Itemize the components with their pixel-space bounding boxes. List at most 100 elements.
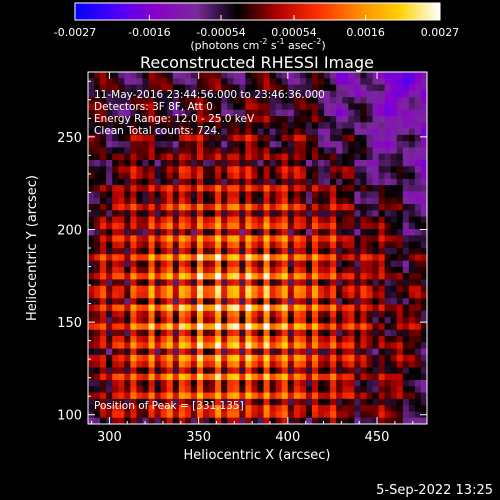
heatmap-cell (94, 292, 101, 299)
heatmap-cell (257, 204, 265, 211)
heatmap-cell (190, 298, 198, 306)
heatmap-cell (311, 292, 319, 299)
heatmap-cell (299, 109, 307, 117)
heatmap-cell (287, 185, 295, 192)
heatmap-cell (293, 97, 301, 104)
heatmap-cell (88, 254, 95, 262)
heatmap-cell (118, 229, 125, 236)
heatmap-cell (402, 197, 410, 205)
heatmap-cell (384, 310, 392, 318)
heatmap-cell (215, 116, 222, 123)
heatmap-cell (88, 210, 95, 218)
heatmap-cell (88, 292, 95, 299)
heatmap-cell (239, 178, 246, 186)
heatmap-cell (330, 191, 337, 199)
heatmap-cell (166, 141, 174, 148)
heatmap-cell (390, 279, 398, 287)
heatmap-cell (215, 128, 222, 136)
heatmap-cell (420, 109, 427, 117)
heatmap-cell (136, 417, 143, 424)
heatmap-cell (94, 342, 101, 350)
heatmap-cell (324, 241, 331, 249)
heatmap-cell (203, 304, 210, 312)
heatmap-cell (209, 134, 216, 142)
heatmap-cell (299, 84, 307, 92)
heatmap-cell (366, 398, 374, 406)
heatmap-cell (390, 109, 398, 117)
heatmap-cell (221, 241, 228, 249)
heatmap-cell (366, 361, 374, 368)
heatmap-cell (318, 260, 325, 268)
heatmap-cell (196, 172, 204, 180)
heatmap-cell (118, 354, 125, 362)
heatmap-cell (94, 373, 101, 381)
heatmap-cell (342, 273, 349, 280)
heatmap-cell (414, 153, 422, 161)
heatmap-cell (257, 266, 265, 274)
heatmap-cell (215, 417, 222, 424)
heatmap-cell (348, 222, 355, 230)
heatmap-cell (281, 292, 289, 299)
heatmap-cell (124, 78, 131, 86)
heatmap-cell (360, 298, 367, 306)
heatmap-cell (100, 342, 107, 350)
heatmap-cell (311, 354, 319, 362)
heatmap-cell (342, 373, 349, 381)
heatmap-cell (366, 298, 374, 306)
heatmap-cell (378, 160, 386, 167)
heatmap-cell (196, 235, 204, 243)
heatmap-cell (239, 197, 246, 205)
heatmap-cell (136, 411, 143, 419)
heatmap-cell (130, 392, 137, 400)
heatmap-cell (227, 116, 234, 123)
heatmap-cell (408, 317, 416, 324)
heatmap-cell (130, 216, 137, 224)
heatmap-cell (184, 310, 192, 318)
heatmap-cell (324, 317, 331, 324)
heatmap-cell (100, 329, 107, 337)
heatmap-cell (299, 153, 307, 161)
heatmap-cell (160, 103, 168, 111)
heatmap-cell (281, 279, 289, 287)
y-tick-label: 250 (57, 131, 82, 146)
heatmap-cell (88, 185, 95, 192)
heatmap-cell (390, 172, 398, 180)
heatmap-cell (148, 336, 156, 343)
heatmap-cell (257, 285, 265, 293)
heatmap-cell (178, 248, 186, 255)
heatmap-cell (172, 191, 180, 199)
heatmap-cell (106, 285, 113, 293)
heatmap-cell (311, 411, 319, 419)
heatmap-cell (142, 172, 150, 180)
heatmap-cell (142, 97, 150, 104)
heatmap-cell (354, 216, 361, 224)
heatmap-cell (402, 84, 410, 92)
heatmap-cell (106, 116, 113, 123)
heatmap-cell (287, 241, 295, 249)
heatmap-cell (190, 348, 198, 356)
heatmap-cell (275, 317, 283, 324)
heatmap-cell (154, 78, 162, 86)
heatmap-cell (209, 90, 216, 98)
heatmap-cell (178, 386, 186, 394)
heatmap-cell (227, 329, 234, 337)
heatmap-cell (372, 354, 380, 362)
heatmap-cell (360, 128, 367, 136)
heatmap-cell (342, 323, 349, 331)
heatmap-cell (118, 78, 125, 86)
heatmap-cell (299, 97, 307, 104)
heatmap-cell (263, 266, 271, 274)
heatmap-cell (190, 84, 198, 92)
heatmap-cell (209, 348, 216, 356)
heatmap-cell (354, 279, 361, 287)
heatmap-cell (414, 386, 422, 394)
heatmap-cell (269, 354, 277, 362)
heatmap-cell (160, 292, 168, 299)
heatmap-cell (184, 373, 192, 381)
heatmap-cell (106, 380, 113, 387)
heatmap-cell (384, 166, 392, 174)
heatmap-cell (172, 273, 180, 280)
heatmap-cell (275, 134, 283, 142)
heatmap-cell (257, 380, 265, 387)
heatmap-cell (287, 348, 295, 356)
